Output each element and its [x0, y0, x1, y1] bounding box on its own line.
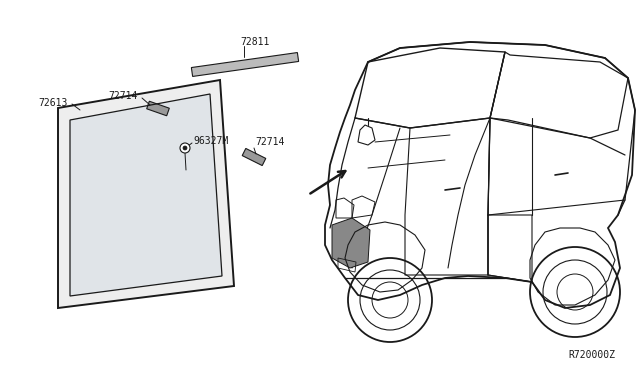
Polygon shape	[58, 80, 234, 308]
Polygon shape	[147, 101, 170, 116]
Polygon shape	[242, 148, 266, 166]
Circle shape	[183, 146, 187, 150]
Text: R720000Z: R720000Z	[568, 350, 615, 360]
Text: 72613: 72613	[38, 98, 68, 108]
Text: 72714: 72714	[255, 137, 284, 147]
Text: 96327M: 96327M	[193, 136, 228, 146]
Polygon shape	[191, 52, 299, 77]
Text: 72714: 72714	[109, 91, 138, 101]
Polygon shape	[332, 218, 370, 268]
Circle shape	[180, 143, 190, 153]
Polygon shape	[70, 94, 222, 296]
Text: 72811: 72811	[240, 37, 269, 47]
